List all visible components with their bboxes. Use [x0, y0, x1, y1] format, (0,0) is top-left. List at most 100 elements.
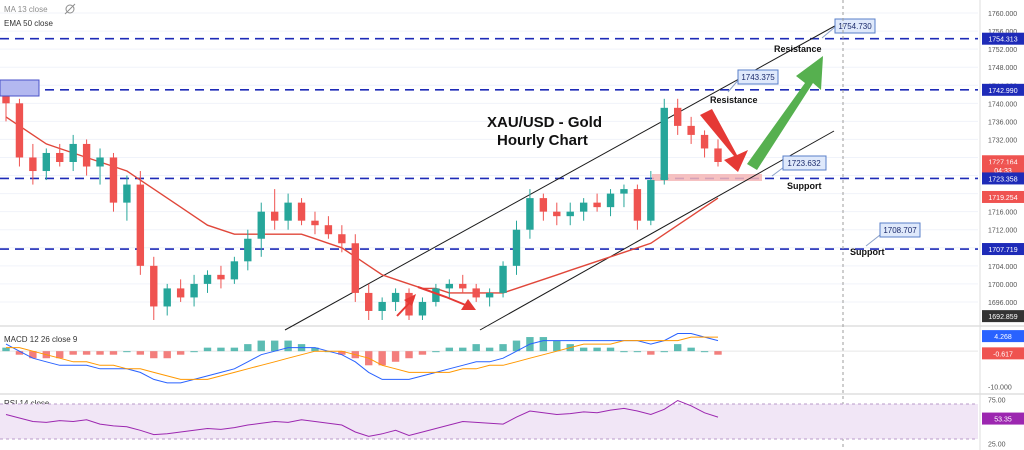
candle-body[interactable] — [579, 202, 588, 212]
price-tag[interactable] — [982, 83, 1024, 96]
resistance-label-upper: Resistance — [774, 44, 822, 54]
candle-body[interactable] — [324, 225, 333, 235]
candle-body[interactable] — [217, 274, 225, 280]
candle-body[interactable] — [96, 157, 104, 167]
callout-1708-text: 1708.707 — [883, 226, 917, 235]
macd-histogram-bar — [284, 340, 292, 352]
candle-body[interactable] — [459, 283, 467, 289]
candle-body[interactable] — [700, 134, 709, 149]
candle-body[interactable] — [620, 189, 628, 194]
candle-body[interactable] — [472, 288, 480, 298]
price-tick-label: 1756.000 — [988, 29, 1017, 36]
rsi-value-tag[interactable] — [982, 412, 1024, 425]
candle-body[interactable] — [163, 288, 171, 307]
price-tag[interactable] — [982, 243, 1024, 256]
candle-body[interactable] — [391, 292, 400, 302]
candle-body[interactable] — [270, 211, 279, 221]
candle-body[interactable] — [432, 288, 440, 302]
candle-body[interactable] — [82, 143, 91, 167]
candle-body[interactable] — [15, 103, 24, 158]
price-tick-label: 1704.000 — [988, 264, 1017, 271]
candle-body[interactable] — [418, 301, 427, 316]
macd-histogram-bar — [445, 347, 454, 352]
macd-histogram-bar — [244, 344, 252, 352]
candle-body[interactable] — [499, 265, 507, 293]
macd-histogram-bar — [472, 344, 480, 352]
legend-macd[interactable]: MACD 12 26 close 9 — [4, 335, 78, 344]
candle-body[interactable] — [674, 107, 682, 126]
candle-body[interactable] — [56, 152, 64, 162]
candle-body[interactable] — [351, 243, 359, 293]
candle-body[interactable] — [42, 152, 50, 172]
candle-body[interactable] — [633, 189, 642, 221]
macd-histogram-bar — [378, 351, 386, 366]
rsi-pane: 75.00 25.00 53.35 — [0, 398, 1024, 448]
callout-box-1754[interactable] — [834, 18, 876, 34]
candlesticks[interactable] — [2, 85, 722, 320]
macd-histogram-bar — [82, 351, 91, 355]
support-label-upper: Support — [787, 181, 822, 191]
price-tag[interactable] — [982, 32, 1024, 45]
candle-body[interactable] — [539, 198, 548, 212]
support-zone[interactable] — [652, 174, 762, 181]
legend-hide-icon[interactable] — [64, 3, 76, 15]
horizontal-levels[interactable] — [0, 37, 978, 250]
price-tag[interactable] — [982, 172, 1024, 185]
price-tick-label: 1752.000 — [988, 47, 1017, 54]
candle-body[interactable] — [311, 220, 319, 226]
candle-body[interactable] — [365, 292, 373, 311]
macd-histogram-bar — [700, 351, 709, 353]
candle-body[interactable] — [445, 283, 454, 289]
candle-body[interactable] — [714, 148, 722, 162]
candle-body[interactable] — [485, 292, 494, 298]
candle-body[interactable] — [526, 198, 534, 230]
macd-value-tag[interactable] — [982, 347, 1024, 360]
candle-body[interactable] — [593, 202, 601, 208]
candle-body[interactable] — [378, 301, 386, 311]
price-tag-text: 1707.719 — [988, 247, 1017, 254]
candle-body[interactable] — [687, 125, 695, 135]
candle-body[interactable] — [553, 211, 561, 217]
candle-body[interactable] — [512, 229, 521, 266]
macd-value-tag[interactable] — [982, 330, 1024, 343]
legend-ema50[interactable]: EMA 50 close — [4, 19, 53, 28]
candle-body[interactable] — [244, 238, 252, 262]
candle-body[interactable] — [2, 89, 10, 104]
candle-body[interactable] — [136, 184, 145, 266]
candle-body[interactable] — [123, 184, 131, 203]
macd-histogram-bar — [257, 340, 265, 352]
candle-body[interactable] — [230, 261, 239, 280]
channel-lower-line[interactable] — [479, 130, 835, 331]
candle-body[interactable] — [297, 202, 306, 221]
candle-body[interactable] — [190, 283, 198, 298]
legend-ma13[interactable]: MA 13 close — [4, 5, 48, 14]
candle-body[interactable] — [284, 202, 292, 221]
candle-body[interactable] — [338, 234, 346, 244]
macd-histogram-bar — [29, 351, 37, 359]
candle-body[interactable] — [109, 157, 118, 203]
candle-body[interactable] — [203, 274, 212, 284]
candle-body[interactable] — [647, 180, 655, 221]
callout-1723-text: 1723.632 — [787, 159, 821, 168]
macd-histogram-bar — [230, 347, 239, 352]
candle-body[interactable] — [150, 265, 158, 307]
callout-box-1743[interactable] — [737, 69, 779, 85]
candle-body[interactable] — [29, 157, 37, 172]
candle-body[interactable] — [257, 211, 265, 239]
candle-body[interactable] — [176, 288, 185, 298]
price-tick-label: 1700.000 — [988, 282, 1017, 289]
candle-body[interactable] — [566, 211, 574, 217]
candle-body[interactable] — [69, 143, 77, 162]
macd-histogram-bar — [123, 351, 131, 353]
prior-high-box[interactable] — [0, 79, 40, 97]
callout-box-1723[interactable] — [782, 155, 827, 171]
candle-body[interactable] — [606, 193, 615, 208]
price-tick-label: 1732.000 — [988, 137, 1017, 144]
price-tag[interactable] — [982, 190, 1024, 203]
macd-tick-label: -10.000 — [988, 384, 1012, 391]
callout-1743-text: 1743.375 — [741, 73, 775, 82]
candle-body[interactable] — [660, 107, 668, 181]
price-tag[interactable] — [982, 310, 1024, 323]
callout-box-1708[interactable] — [879, 222, 921, 238]
